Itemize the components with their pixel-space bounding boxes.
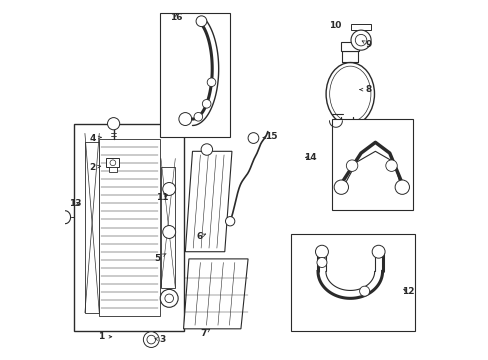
Bar <box>332 119 412 211</box>
Text: 6: 6 <box>196 232 205 241</box>
Text: 7: 7 <box>200 329 209 338</box>
Circle shape <box>333 180 348 194</box>
Circle shape <box>163 226 175 238</box>
Circle shape <box>194 112 202 121</box>
Circle shape <box>179 113 191 126</box>
Circle shape <box>385 160 396 171</box>
Text: 4: 4 <box>89 134 101 143</box>
Polygon shape <box>183 259 247 329</box>
Text: 12: 12 <box>402 287 414 296</box>
Bar <box>341 42 359 51</box>
Bar <box>161 167 175 288</box>
Circle shape <box>143 332 159 347</box>
Circle shape <box>247 133 258 143</box>
Circle shape <box>163 183 175 195</box>
Text: 16: 16 <box>170 13 182 22</box>
Text: 8: 8 <box>359 85 371 94</box>
Circle shape <box>371 245 384 258</box>
Circle shape <box>164 294 173 303</box>
Circle shape <box>359 286 369 296</box>
Circle shape <box>355 35 366 46</box>
Bar <box>85 142 99 313</box>
Circle shape <box>107 118 120 130</box>
Circle shape <box>196 16 206 27</box>
Circle shape <box>315 245 328 258</box>
Circle shape <box>316 257 326 267</box>
Circle shape <box>201 144 212 155</box>
Text: 5: 5 <box>154 254 166 263</box>
Text: 10: 10 <box>328 21 340 30</box>
Circle shape <box>202 99 210 108</box>
Circle shape <box>207 78 215 86</box>
Text: 1: 1 <box>98 332 112 341</box>
Text: 13: 13 <box>69 199 81 208</box>
Polygon shape <box>185 151 231 252</box>
Bar <box>106 158 119 167</box>
Bar <box>108 167 117 172</box>
Text: 11: 11 <box>156 193 168 202</box>
Bar <box>160 13 230 137</box>
Text: 15: 15 <box>262 132 278 141</box>
Text: 3: 3 <box>155 335 165 344</box>
Circle shape <box>350 30 370 50</box>
Circle shape <box>394 180 408 194</box>
Bar <box>74 125 183 330</box>
Ellipse shape <box>329 66 370 122</box>
Circle shape <box>147 335 155 344</box>
Text: 14: 14 <box>303 153 316 162</box>
Bar <box>290 234 414 330</box>
Ellipse shape <box>325 63 374 125</box>
Circle shape <box>110 160 116 166</box>
Circle shape <box>160 289 178 307</box>
Text: 2: 2 <box>89 163 101 172</box>
Bar <box>99 139 160 316</box>
Bar <box>350 24 370 30</box>
Circle shape <box>225 217 234 226</box>
Circle shape <box>346 160 357 171</box>
Text: 9: 9 <box>362 40 371 49</box>
